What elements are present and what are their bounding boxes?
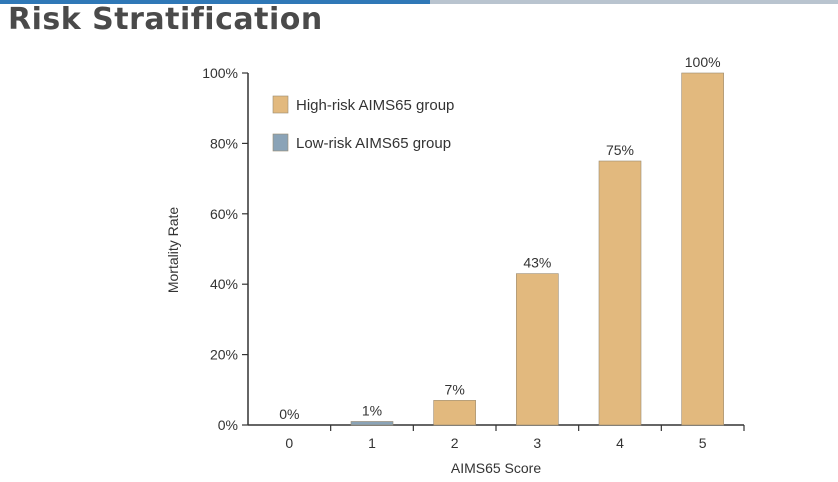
data-label: 43% xyxy=(523,255,551,271)
data-label: 1% xyxy=(362,402,382,418)
y-tick-label: 20% xyxy=(210,347,238,363)
x-tick-label: 0 xyxy=(285,435,293,451)
header-accent-bar xyxy=(0,0,430,4)
x-tick-label: 3 xyxy=(533,435,541,451)
x-tick-label: 2 xyxy=(451,435,459,451)
x-tick-label: 1 xyxy=(368,435,376,451)
legend-label-high: High-risk AIMS65 group xyxy=(296,97,454,114)
y-tick-label: 60% xyxy=(210,206,238,222)
y-tick-label: 40% xyxy=(210,276,238,292)
y-tick-label: 100% xyxy=(202,65,238,81)
x-tick-label: 4 xyxy=(616,435,624,451)
legend-swatch-low xyxy=(272,133,289,152)
data-label: 0% xyxy=(279,406,299,422)
bar xyxy=(433,400,476,426)
data-label: 100% xyxy=(685,54,721,70)
bar xyxy=(598,160,642,426)
header-divider-bar xyxy=(430,0,838,4)
x-axis-title: AIMS65 Score xyxy=(451,460,541,476)
legend-swatch-high xyxy=(272,95,289,114)
bar xyxy=(516,273,559,426)
legend-label-low: Low-risk AIMS65 group xyxy=(296,135,451,152)
bar xyxy=(681,72,724,426)
x-tick-label: 5 xyxy=(699,435,707,451)
slide-title: Risk Stratification xyxy=(8,2,323,37)
y-tick-label: 80% xyxy=(210,135,238,151)
y-tick-label: 0% xyxy=(218,417,238,433)
data-label: 7% xyxy=(445,381,465,397)
bar xyxy=(350,421,394,426)
y-axis-title: Mortality Rate xyxy=(165,207,181,294)
data-label: 75% xyxy=(606,142,634,158)
